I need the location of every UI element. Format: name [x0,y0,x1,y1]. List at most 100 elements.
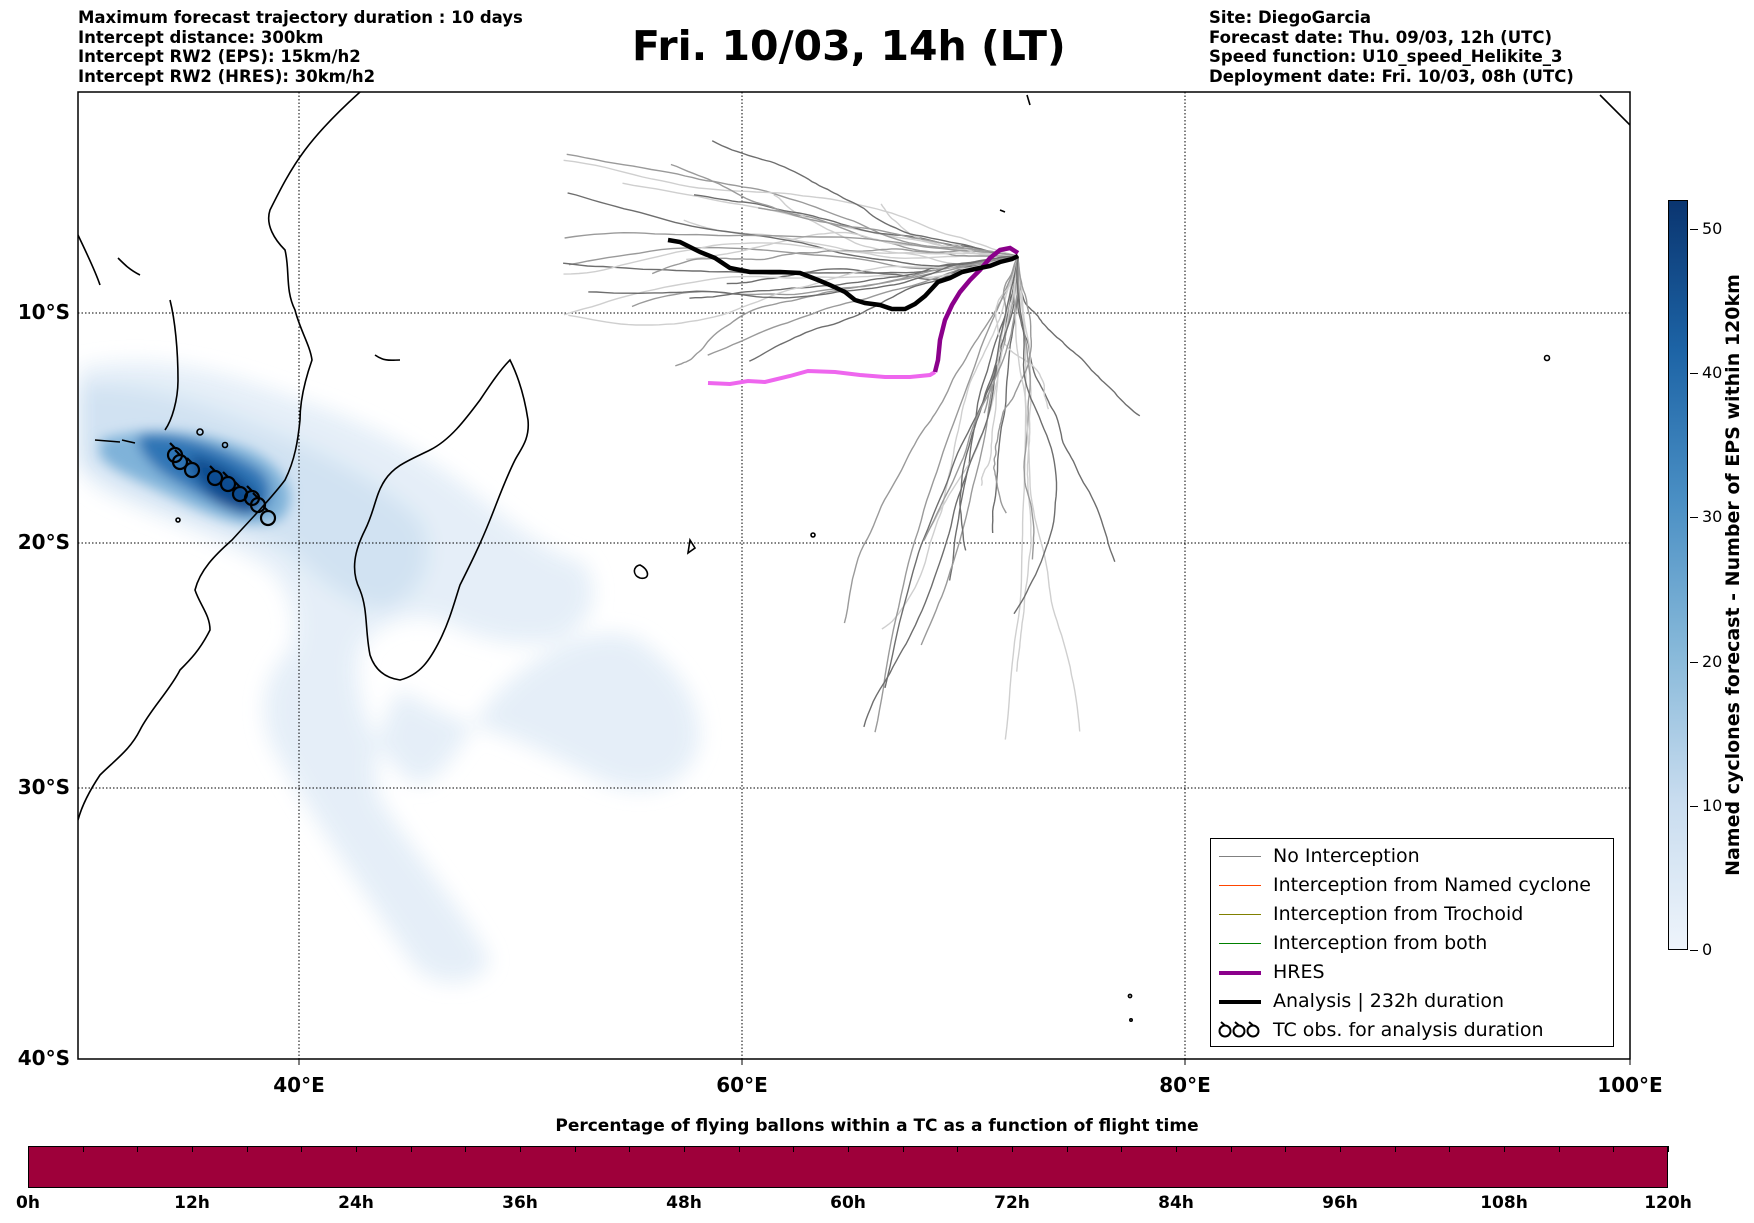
eps-trajectory [863,255,1019,728]
eps-trajectory [874,255,1019,733]
flight-time-tick-label: 60h [830,1193,866,1213]
eps-trajectory [567,192,1019,267]
intercept-eps-text: Intercept RW2 (EPS): 15km/h2 [78,47,361,66]
colorbar-title-text: Named cyclones forecast - Number of EPS … [1722,274,1744,876]
flight-time-tick [520,1146,521,1152]
speed-function-text: Speed function: U10_speed_Helikite_3 [1209,47,1563,66]
flight-time-tick [1668,1146,1669,1152]
flight-time-tick [1176,1146,1177,1152]
colorbar-tick-label: 40 [1702,363,1723,383]
legend-label: Analysis | 232h duration [1273,990,1505,1012]
flight-time-tick [137,1146,139,1152]
lat-label-40s: 40°S [17,1046,70,1070]
intercept-distance-text: Intercept distance: 300km [78,27,324,47]
flight-time-tick [1449,1146,1451,1152]
colorbar-tick-label: 0 [1702,940,1713,959]
eps-trajectory [880,203,1019,258]
analysis-trajectory [667,237,1020,312]
lon-label-100e: 100°E [1597,1073,1663,1097]
flight-time-tick [356,1146,357,1152]
eps-trajectory [1017,255,1141,417]
eps-trajectory [622,182,1018,257]
flight-time-tick [301,1146,303,1152]
flight-time-tick-label: 12h [174,1193,210,1213]
eps-trajectory [980,255,1019,486]
eps-trajectory [1014,255,1081,732]
legend-label: No Interception [1273,845,1420,867]
eps-trajectory [923,255,1019,541]
eps-trajectories [563,140,1141,740]
flight-time-tick [629,1146,631,1152]
eps-trajectory [758,207,1019,257]
eps-trajectory [993,255,1032,514]
hres-trajectory-far [707,368,937,387]
eps-trajectory [711,140,1019,257]
flight-time-tick [1230,1146,1232,1152]
flight-time-tick [574,1146,576,1152]
flight-time-tick [957,1146,959,1152]
flight-time-tick-label: 84h [1158,1193,1194,1213]
colorbar-tick-label: 30 [1702,507,1723,527]
legend-label: Interception from Trochoid [1273,903,1524,925]
eps-trajectory [1015,255,1116,563]
flight-time-tick-label: 108h [1480,1193,1528,1213]
colorbar-tick [1690,950,1698,951]
lat-label-30s: 30°S [17,775,70,799]
colorbar-tick-label: 50 [1702,218,1723,238]
flight-time-tick [684,1146,685,1152]
colorbar-tick [1690,228,1698,230]
eps-trajectory [563,159,1019,257]
flight-time-tick-label: 48h [666,1193,702,1213]
flight-time-tick [1613,1146,1615,1152]
eps-trajectory [843,255,1019,624]
colorbar-tick-label: 20 [1702,651,1723,671]
tc-obs-symbol [259,505,277,527]
flight-time-tick [1121,1146,1123,1152]
colorbar-tick [1690,805,1698,807]
lon-label-40e: 40°E [273,1073,325,1097]
tc-obs-symbol [183,457,201,479]
flight-time-tick-label: 0h [16,1193,40,1213]
cyclone-symbol-icon [1218,1021,1260,1038]
flight-time-tick [793,1146,795,1152]
map-legend: No Interception Interception from Named … [1210,838,1614,1047]
legend-swatch [1219,914,1261,915]
flight-time-tick [1066,1146,1068,1152]
graticule [78,92,1630,1059]
site-info: Site: DiegoGarcia Forecast date: Thu. 09… [1209,8,1574,86]
eps-trajectory [566,153,1019,257]
flight-time-tick [28,1146,29,1152]
intercept-hres-text: Intercept RW2 (HRES): 30km/h2 [78,66,376,86]
legend-item-no-interception: No Interception [1211,843,1613,869]
flight-time-tick-label: 96h [1322,1193,1358,1213]
eps-trajectory [1016,255,1032,672]
eps-trajectory [920,255,1019,646]
map-title: Fri. 10/03, 14h (LT) [632,22,1066,70]
cyclone-density-colorbar [1668,200,1688,950]
lat-label-10s: 10°S [17,300,70,324]
flight-time-tick [410,1146,412,1152]
legend-swatch [1219,885,1261,886]
deployment-date-text: Deployment date: Fri. 10/03, 08h (UTC) [1209,66,1574,86]
max-duration-text: Maximum forecast trajectory duration : 1… [78,8,523,27]
legend-swatch [1219,971,1261,975]
colorbar-tick-label: 10 [1702,795,1723,815]
flight-time-tick [738,1146,740,1152]
axis-ticks [298,1059,1631,1065]
eps-trajectory [881,255,1019,630]
lon-label-80e: 80°E [1159,1073,1211,1097]
flight-time-tick-label: 36h [502,1193,538,1213]
lat-label-20s: 20°S [17,530,70,554]
legend-item-analysis: Analysis | 232h duration [1211,988,1613,1014]
flight-time-tick [848,1146,849,1152]
flight-time-bar-title: Percentage of flying ballons within a TC… [555,1116,1199,1136]
legend-label: HRES [1273,961,1325,983]
eps-trajectory [564,231,1019,257]
flight-time-tick [192,1146,193,1152]
legend-label: Interception from Named cyclone [1273,874,1591,896]
hres-trajectory-near [932,245,1020,373]
legend-item-named-cyclone: Interception from Named cyclone [1211,872,1613,898]
colorbar-tick [1690,373,1698,375]
legend-item-tc-obs: TC obs. for analysis duration [1211,1017,1613,1043]
